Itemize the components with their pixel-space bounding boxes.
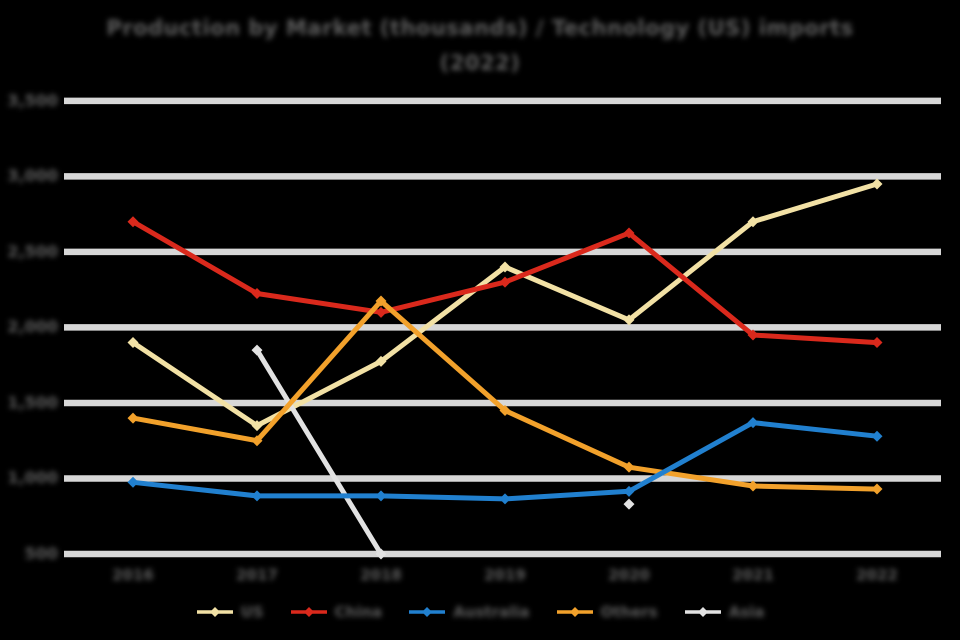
legend-item-china: China bbox=[290, 602, 383, 622]
legend-diamond bbox=[209, 607, 220, 617]
series-marker-asia bbox=[623, 498, 635, 510]
legend-marker-icon bbox=[290, 607, 327, 617]
chart-subtitle: (2022) bbox=[439, 51, 521, 75]
series-marker-china bbox=[871, 337, 883, 349]
series-marker-asia bbox=[375, 548, 387, 560]
series-marker-asia bbox=[251, 344, 263, 356]
legend-item-asia: Asia bbox=[684, 602, 765, 622]
y-tick-label: 3,000 bbox=[7, 166, 58, 185]
x-tick-label: 2021 bbox=[732, 566, 774, 584]
legend-label: China bbox=[334, 603, 383, 621]
x-tick-label: 2017 bbox=[236, 566, 278, 584]
x-tick-label: 2016 bbox=[112, 566, 154, 584]
series-marker-australia bbox=[871, 430, 883, 442]
series-marker-australia bbox=[251, 490, 263, 502]
legend-diamond bbox=[569, 607, 580, 617]
y-tick-label: 2,500 bbox=[7, 242, 58, 261]
legend-label: Australia bbox=[453, 603, 530, 621]
chart-title: Production by Market (thousands) / Techn… bbox=[106, 16, 854, 40]
series-marker-australia bbox=[747, 417, 759, 429]
legend-diamond bbox=[697, 607, 708, 617]
legend-diamond bbox=[303, 607, 314, 617]
series-marker-us bbox=[127, 337, 139, 349]
y-tick-label: 1,500 bbox=[7, 393, 58, 412]
legend-marker-icon bbox=[196, 607, 233, 617]
legend: US China Australia Others Asia bbox=[0, 600, 960, 624]
legend-diamond bbox=[422, 607, 433, 617]
series-marker-china bbox=[127, 216, 139, 228]
series-marker-china bbox=[623, 227, 635, 239]
series-marker-others bbox=[499, 405, 511, 417]
x-tick-label: 2018 bbox=[360, 566, 402, 584]
series-marker-china bbox=[375, 306, 387, 318]
series-marker-us bbox=[375, 355, 387, 367]
legend-label: Others bbox=[600, 603, 658, 621]
legend-marker-icon bbox=[556, 607, 593, 617]
series-marker-australia bbox=[623, 485, 635, 497]
series-marker-china bbox=[251, 287, 263, 299]
series-marker-china bbox=[747, 329, 759, 341]
series-marker-us bbox=[251, 420, 263, 432]
series-marker-australia bbox=[375, 490, 387, 502]
x-tick-label: 2022 bbox=[856, 566, 898, 584]
series-marker-others bbox=[251, 435, 263, 447]
series-marker-others bbox=[375, 295, 387, 307]
legend-item-others: Others bbox=[556, 602, 658, 622]
series-marker-others bbox=[127, 412, 139, 424]
series-marker-others bbox=[747, 480, 759, 492]
y-tick-label: 1,000 bbox=[7, 468, 58, 487]
legend-label: Asia bbox=[728, 603, 765, 621]
series-line-us bbox=[130, 181, 880, 429]
series-marker-us bbox=[747, 216, 759, 228]
series-marker-others bbox=[623, 461, 635, 473]
series-marker-australia bbox=[499, 493, 511, 505]
legend-label: US bbox=[240, 603, 264, 621]
legend-item-australia: Australia bbox=[408, 602, 530, 622]
y-tick-label: 2,000 bbox=[7, 317, 58, 336]
legend-marker-icon bbox=[684, 607, 721, 617]
series-marker-us bbox=[499, 261, 511, 273]
series-marker-china bbox=[499, 276, 511, 288]
series-marker-us bbox=[623, 314, 635, 326]
series-marker-us bbox=[871, 178, 883, 190]
legend-item-us: US bbox=[196, 602, 264, 622]
series-marker-others bbox=[871, 483, 883, 495]
y-tick-label: 500 bbox=[24, 544, 58, 563]
y-tick-label: 3,500 bbox=[7, 91, 58, 110]
x-tick-label: 2020 bbox=[608, 566, 650, 584]
series-marker-australia bbox=[127, 476, 139, 488]
legend-marker-icon bbox=[409, 607, 446, 617]
x-tick-label: 2019 bbox=[484, 566, 526, 584]
series-line-asia bbox=[254, 347, 384, 557]
